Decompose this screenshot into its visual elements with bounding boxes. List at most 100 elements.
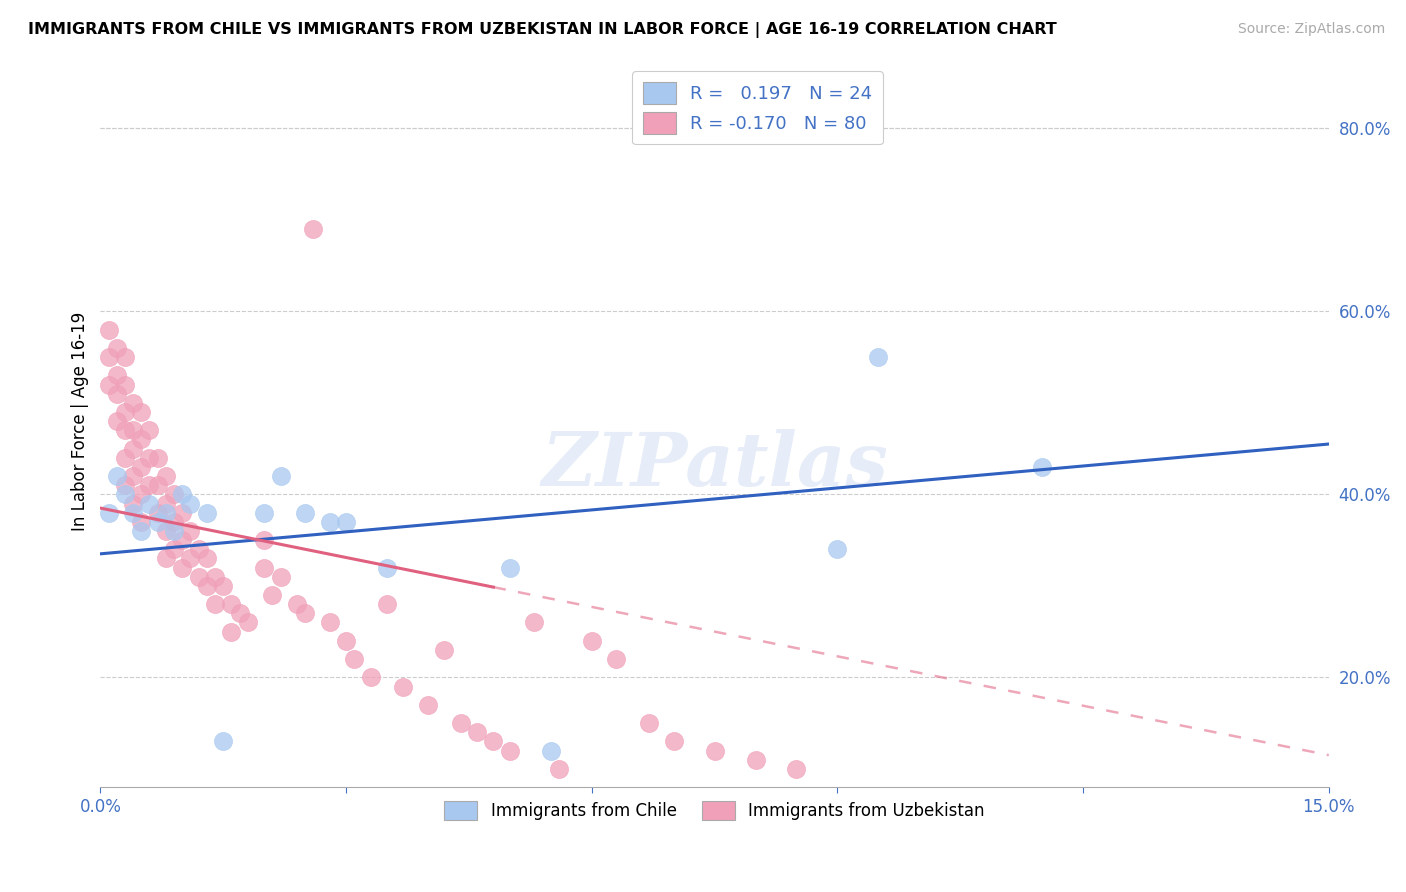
Point	[114, 350, 136, 364]
Point	[270, 469, 292, 483]
Point	[122, 506, 145, 520]
Point	[155, 496, 177, 510]
Point	[114, 377, 136, 392]
Point	[172, 560, 194, 574]
Point	[155, 469, 177, 483]
Point	[105, 386, 128, 401]
Text: Source: ZipAtlas.com: Source: ZipAtlas.com	[1237, 22, 1385, 37]
Point	[228, 607, 250, 621]
Point	[138, 450, 160, 465]
Point	[785, 762, 807, 776]
Point	[129, 487, 152, 501]
Point	[204, 597, 226, 611]
Point	[375, 597, 398, 611]
Point	[146, 506, 169, 520]
Point	[318, 515, 340, 529]
Point	[97, 323, 120, 337]
Point	[105, 368, 128, 383]
Point	[114, 405, 136, 419]
Point	[187, 542, 209, 557]
Y-axis label: In Labor Force | Age 16-19: In Labor Force | Age 16-19	[72, 311, 89, 531]
Point	[465, 725, 488, 739]
Point	[195, 506, 218, 520]
Point	[703, 743, 725, 757]
Point	[122, 496, 145, 510]
Point	[155, 551, 177, 566]
Point	[827, 542, 849, 557]
Point	[204, 570, 226, 584]
Point	[253, 533, 276, 548]
Point	[172, 533, 194, 548]
Point	[262, 588, 284, 602]
Point	[285, 597, 308, 611]
Point	[302, 222, 325, 236]
Point	[360, 670, 382, 684]
Point	[105, 469, 128, 483]
Point	[253, 560, 276, 574]
Point	[294, 607, 316, 621]
Point	[294, 506, 316, 520]
Point	[129, 405, 152, 419]
Point	[270, 570, 292, 584]
Point	[105, 341, 128, 355]
Point	[129, 515, 152, 529]
Point	[1031, 459, 1053, 474]
Point	[146, 515, 169, 529]
Point	[146, 478, 169, 492]
Point	[122, 396, 145, 410]
Point	[179, 496, 201, 510]
Point	[179, 551, 201, 566]
Point	[138, 478, 160, 492]
Point	[392, 680, 415, 694]
Point	[114, 487, 136, 501]
Point	[195, 579, 218, 593]
Point	[236, 615, 259, 630]
Point	[155, 506, 177, 520]
Point	[662, 734, 685, 748]
Point	[540, 743, 562, 757]
Point	[450, 716, 472, 731]
Point	[163, 515, 186, 529]
Point	[548, 762, 571, 776]
Point	[155, 524, 177, 538]
Point	[499, 743, 522, 757]
Point	[605, 652, 627, 666]
Point	[179, 524, 201, 538]
Point	[318, 615, 340, 630]
Point	[97, 506, 120, 520]
Point	[163, 524, 186, 538]
Point	[105, 414, 128, 428]
Point	[375, 560, 398, 574]
Point	[868, 350, 890, 364]
Point	[581, 633, 603, 648]
Point	[195, 551, 218, 566]
Point	[138, 423, 160, 437]
Point	[335, 515, 357, 529]
Point	[221, 624, 243, 639]
Point	[212, 579, 235, 593]
Point	[343, 652, 366, 666]
Point	[163, 542, 186, 557]
Point	[172, 506, 194, 520]
Point	[138, 496, 160, 510]
Point	[499, 560, 522, 574]
Legend: Immigrants from Chile, Immigrants from Uzbekistan: Immigrants from Chile, Immigrants from U…	[437, 794, 991, 826]
Point	[146, 450, 169, 465]
Point	[129, 459, 152, 474]
Point	[97, 377, 120, 392]
Point	[523, 615, 546, 630]
Point	[122, 469, 145, 483]
Point	[638, 716, 661, 731]
Text: ZIPatlas: ZIPatlas	[541, 429, 889, 501]
Point	[97, 350, 120, 364]
Point	[129, 524, 152, 538]
Point	[114, 478, 136, 492]
Text: IMMIGRANTS FROM CHILE VS IMMIGRANTS FROM UZBEKISTAN IN LABOR FORCE | AGE 16-19 C: IMMIGRANTS FROM CHILE VS IMMIGRANTS FROM…	[28, 22, 1057, 38]
Point	[433, 643, 456, 657]
Point	[744, 753, 766, 767]
Point	[212, 734, 235, 748]
Point	[335, 633, 357, 648]
Point	[253, 506, 276, 520]
Point	[114, 450, 136, 465]
Point	[129, 433, 152, 447]
